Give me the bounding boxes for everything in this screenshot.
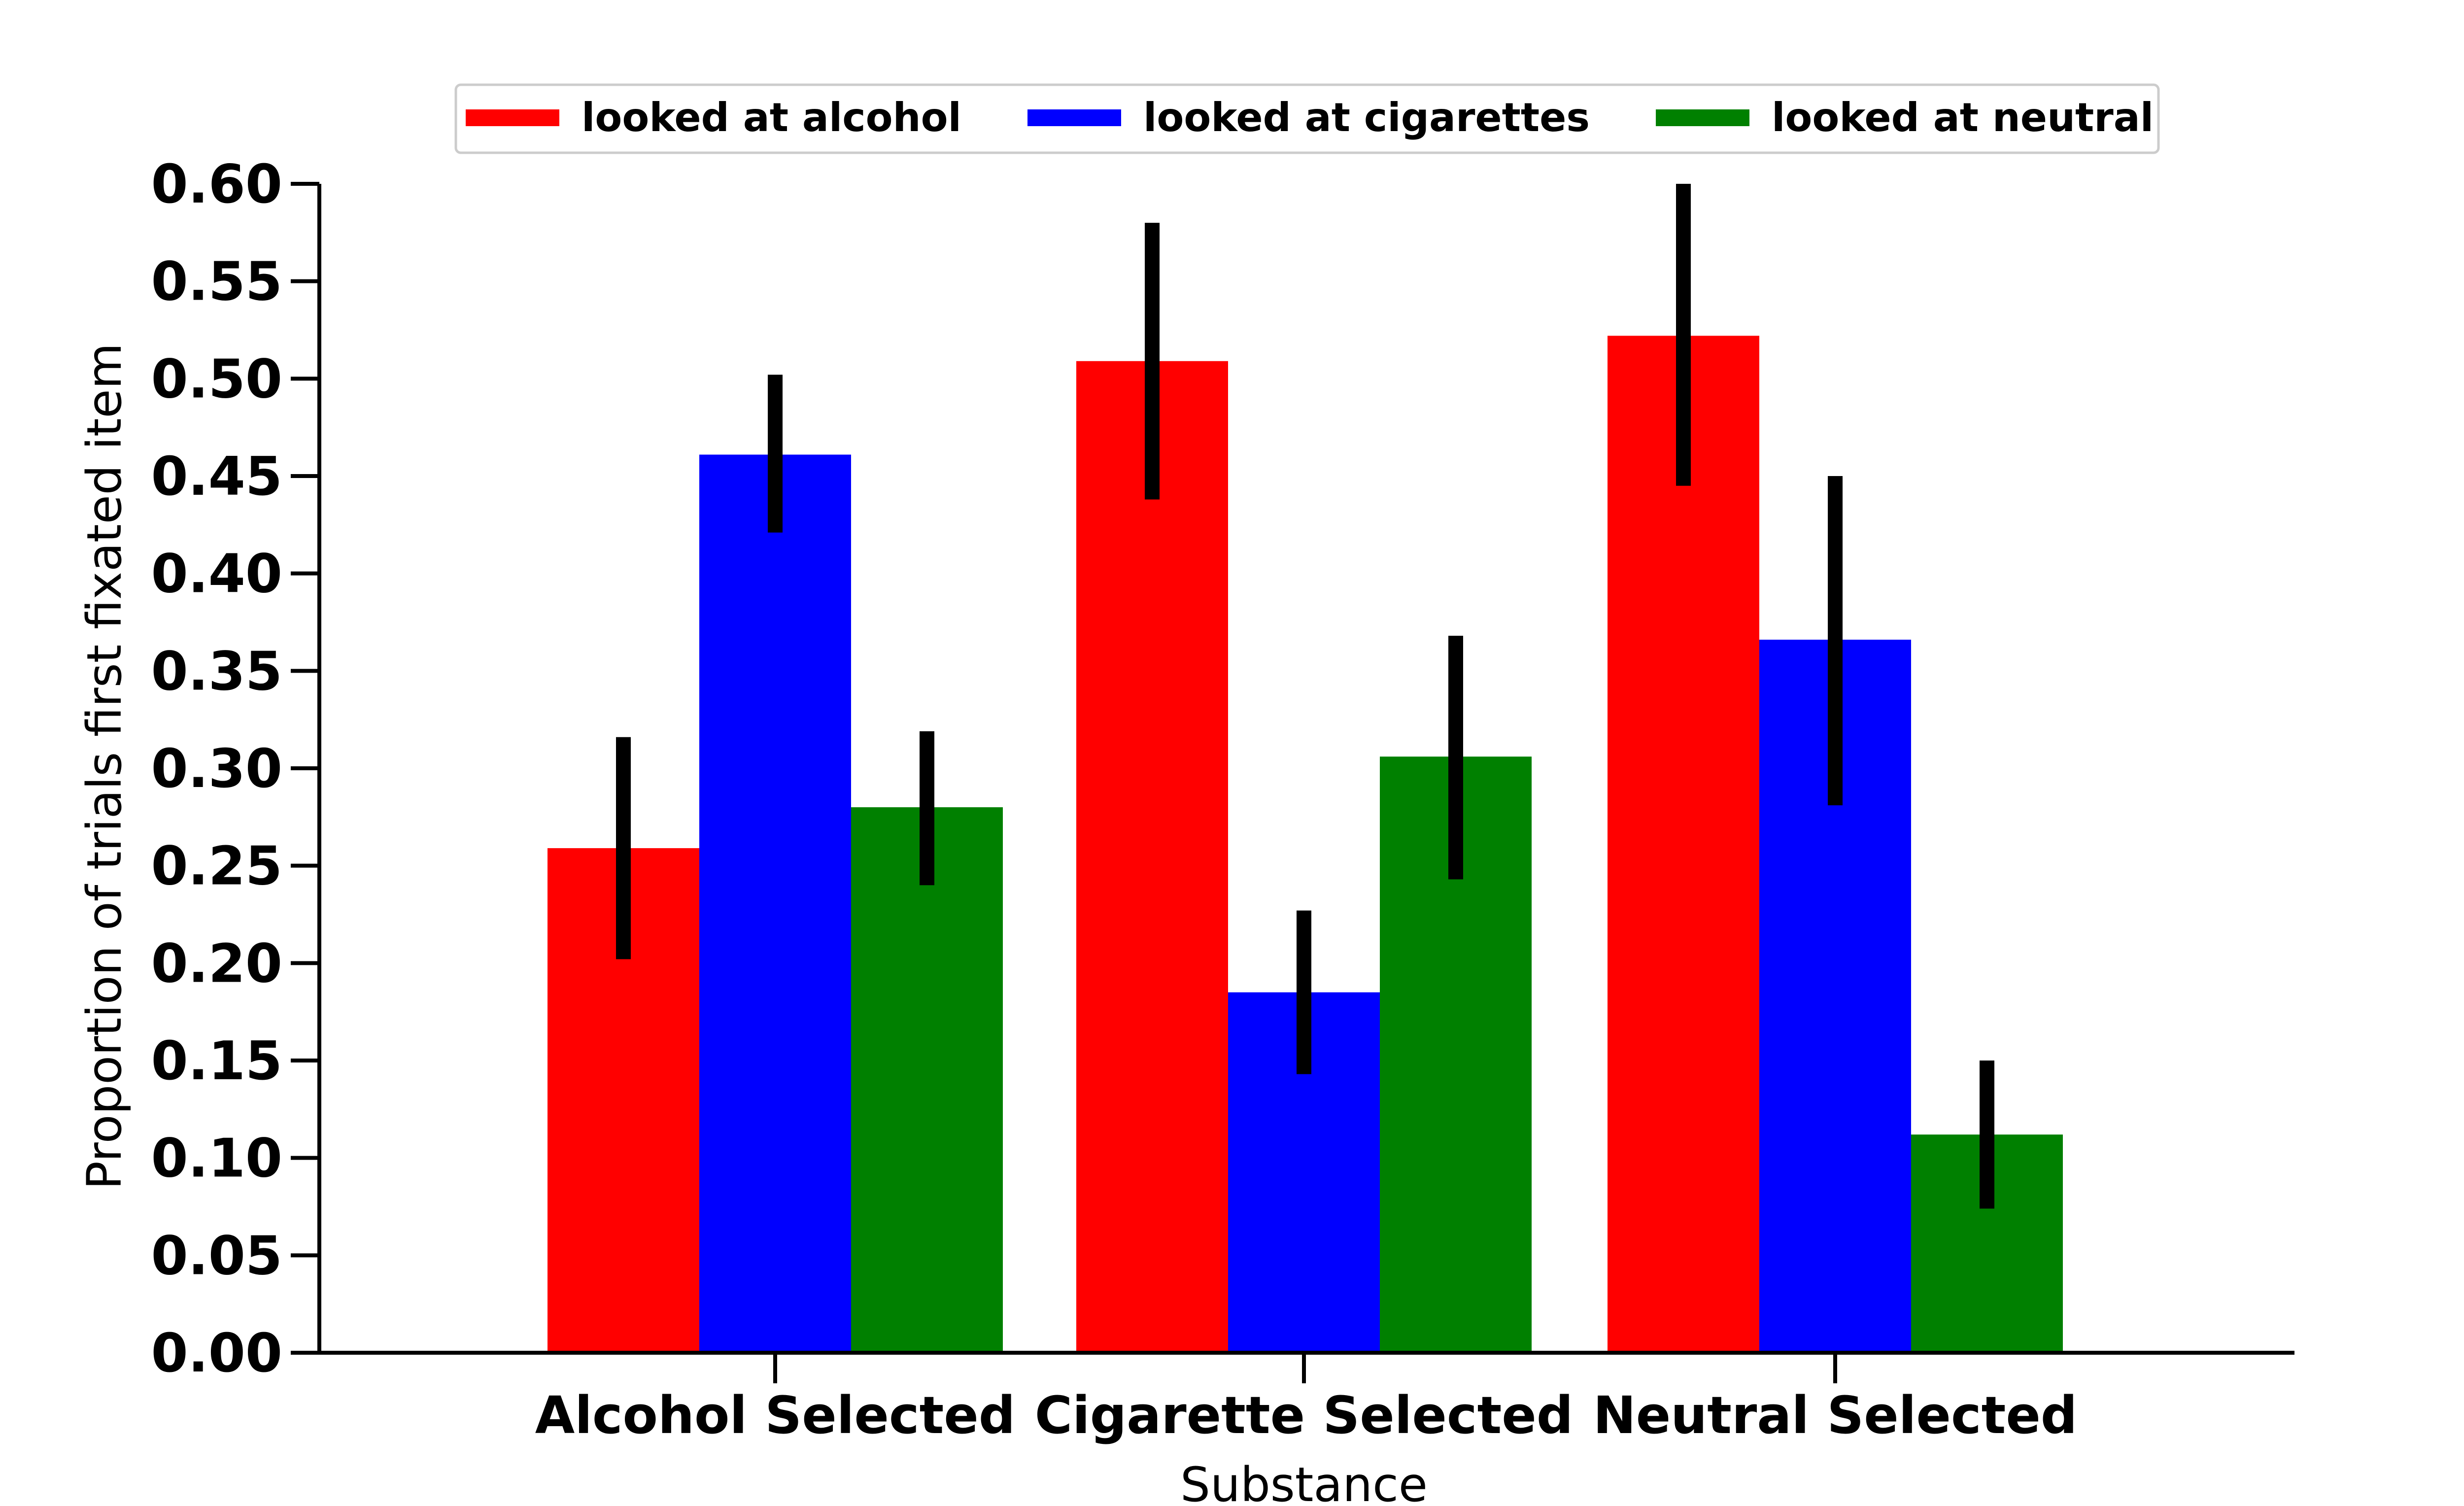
y-axis-title: Proportion of trials first fixated item bbox=[77, 343, 132, 1190]
bars-group bbox=[548, 336, 2063, 1353]
bar-0-1 bbox=[1076, 361, 1228, 1353]
legend-label-1: looked at cigarettes bbox=[1143, 95, 1590, 140]
y-tick-label-11: 0.55 bbox=[151, 251, 282, 313]
bar-1-0 bbox=[699, 454, 851, 1353]
y-tick-label-9: 0.45 bbox=[151, 446, 282, 508]
x-tick-label-0: Alcohol Selected bbox=[535, 1385, 1016, 1445]
y-tick-label-8: 0.40 bbox=[151, 544, 282, 605]
y-tick-label-6: 0.30 bbox=[151, 738, 282, 800]
y-tick-label-5: 0.25 bbox=[151, 836, 282, 897]
x-tick-label-1: Cigarette Selected bbox=[1035, 1385, 1574, 1445]
y-tick-label-1: 0.05 bbox=[151, 1225, 282, 1287]
y-tick-label-3: 0.15 bbox=[151, 1030, 282, 1092]
y-tick-label-12: 0.60 bbox=[151, 154, 282, 215]
y-tick-label-10: 0.50 bbox=[151, 348, 282, 410]
y-tick-label-0: 0.00 bbox=[151, 1323, 282, 1384]
error-bars-group bbox=[616, 184, 1994, 1209]
y-tick-label-2: 0.10 bbox=[151, 1128, 282, 1190]
x-axis-title: Substance bbox=[1180, 1457, 1428, 1506]
legend-swatch-0 bbox=[466, 109, 559, 126]
legend-label-0: looked at alcohol bbox=[582, 95, 961, 140]
bar-0-2 bbox=[1608, 336, 1759, 1353]
legend: looked at alcohol looked at cigarettes loo… bbox=[454, 83, 2160, 154]
legend-label-2: looked at neutral bbox=[1772, 95, 2154, 140]
legend-box bbox=[454, 83, 2160, 154]
bar-2-0 bbox=[851, 807, 1003, 1353]
y-tick-label-4: 0.20 bbox=[151, 933, 282, 994]
x-tick-label-2: Neutral Selected bbox=[1593, 1385, 2078, 1445]
legend-swatch-2 bbox=[1656, 109, 1749, 126]
legend-swatch-1 bbox=[1027, 109, 1121, 126]
y-tick-label-7: 0.35 bbox=[151, 641, 282, 702]
axes-group: 0.00 0.05 0.10 0.15 0.20 0.25 0.30 0.35 0.40 0.45… bbox=[151, 154, 2294, 1445]
